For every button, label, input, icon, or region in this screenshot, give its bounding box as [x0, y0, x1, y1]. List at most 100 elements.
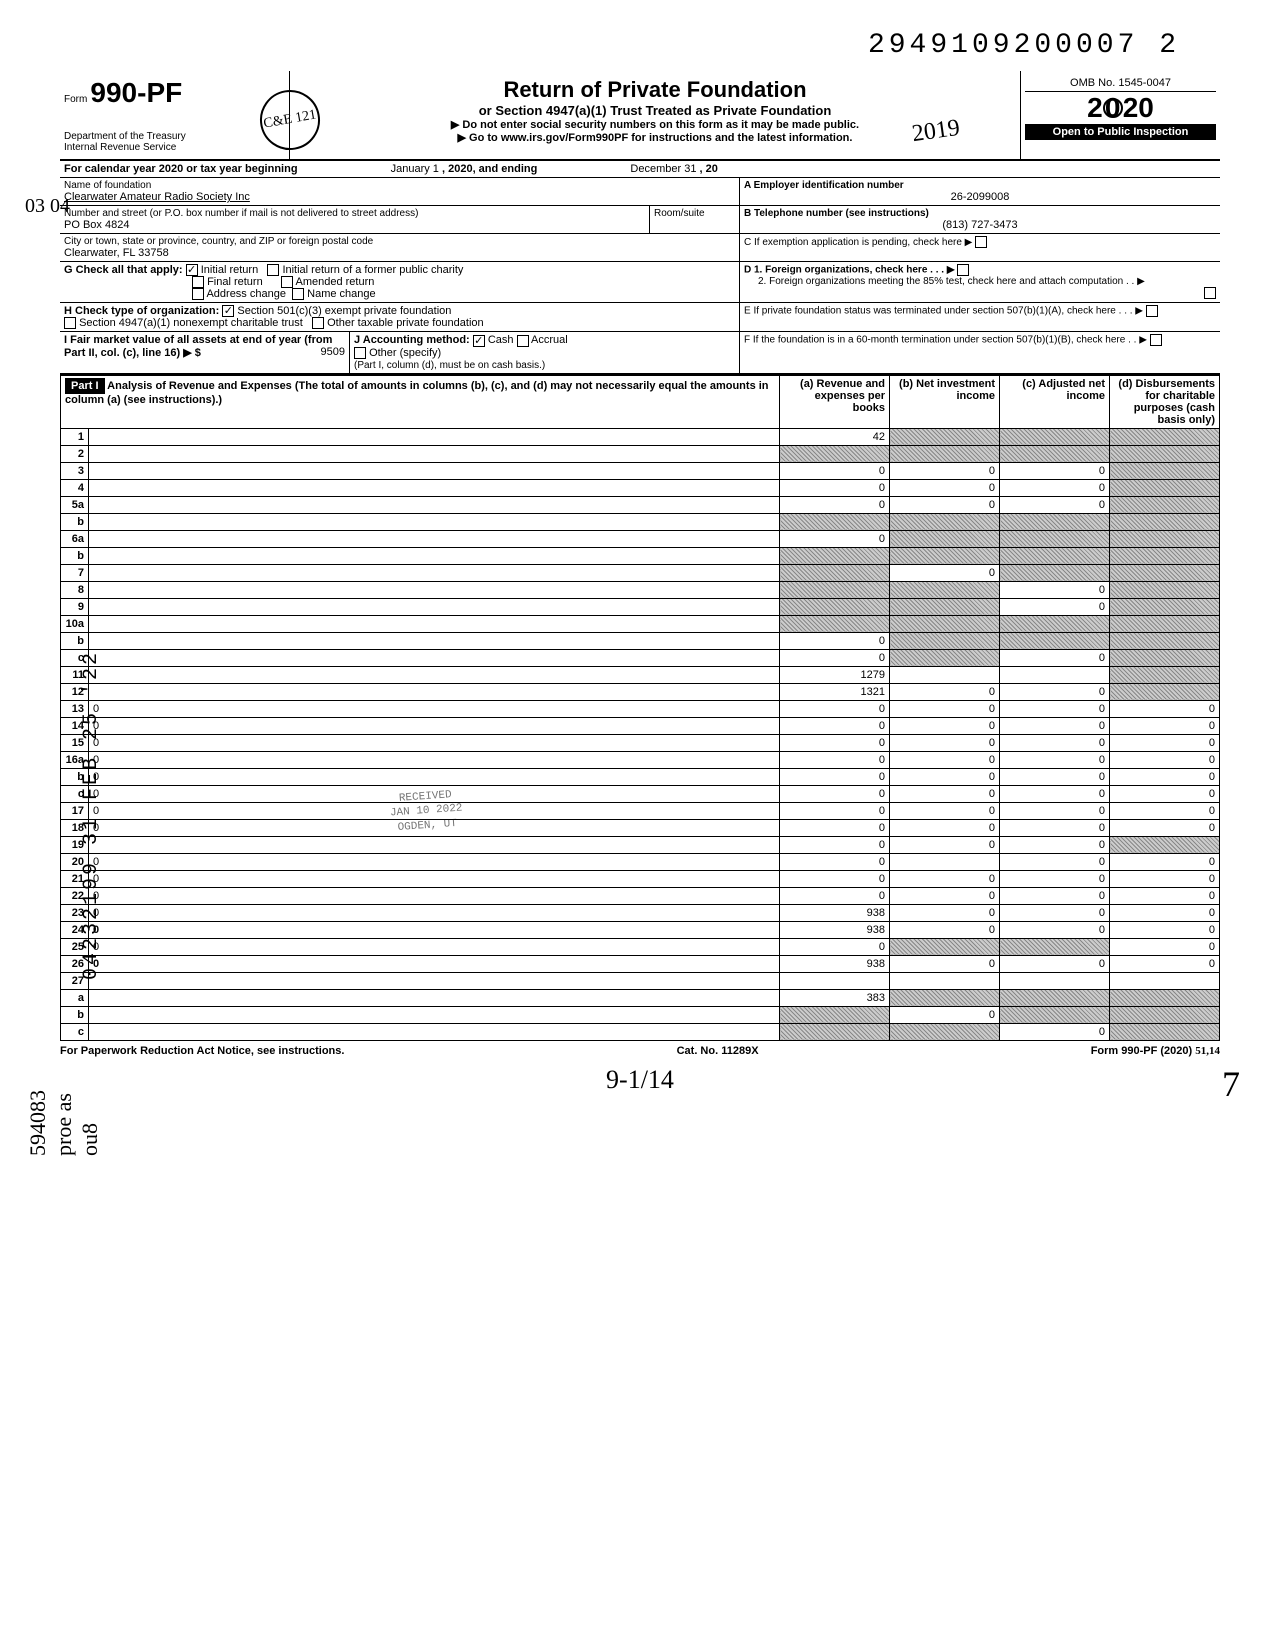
- part1-header-row: Part I Analysis of Revenue and Expenses …: [61, 375, 1220, 428]
- table-row: 1400000: [61, 717, 1220, 734]
- city-c-row: City or town, state or province, country…: [60, 234, 1220, 262]
- j-chk-0[interactable]: ✓: [473, 335, 485, 347]
- row-num: 5a: [61, 496, 89, 513]
- d2-checkbox[interactable]: [1204, 287, 1216, 299]
- g-chk-5[interactable]: [292, 288, 304, 300]
- c-checkbox[interactable]: [975, 236, 987, 248]
- h-label: H Check type of organization:: [64, 305, 219, 317]
- table-row: 12132100: [61, 683, 1220, 700]
- row-val: [890, 547, 1000, 564]
- row-val: 0: [890, 564, 1000, 581]
- row-val: 0: [890, 751, 1000, 768]
- row-val: [1110, 683, 1220, 700]
- row-val: 0: [1000, 717, 1110, 734]
- row-desc: 0: [89, 921, 780, 938]
- row-val: [1000, 513, 1110, 530]
- e-checkbox[interactable]: [1146, 305, 1158, 317]
- table-row: 80: [61, 581, 1220, 598]
- table-row: 1800000: [61, 819, 1220, 836]
- c-label: C If exemption application is pending, c…: [744, 237, 972, 248]
- row-val: 0: [780, 751, 890, 768]
- j-chk-2[interactable]: [354, 347, 366, 359]
- g-chk-0[interactable]: ✓: [186, 264, 198, 276]
- row-val: 383: [780, 989, 890, 1006]
- j-label: J Accounting method:: [354, 334, 470, 346]
- row-val: [1110, 972, 1220, 989]
- row-desc: 0: [89, 768, 780, 785]
- row-val: 0: [1110, 938, 1220, 955]
- row-desc: [89, 836, 780, 853]
- addr-tel-row: Number and street (or P.O. box number if…: [60, 206, 1220, 234]
- row-val: 0: [1000, 649, 1110, 666]
- row-desc: [89, 496, 780, 513]
- g-chk-2[interactable]: [192, 288, 204, 300]
- row-val: [890, 530, 1000, 547]
- row-val: 0: [890, 785, 1000, 802]
- row-desc: [89, 547, 780, 564]
- row-desc: [89, 1006, 780, 1023]
- stamp-number: 2949109200007 2: [60, 30, 1180, 61]
- g-d-row: G Check all that apply: ✓ Initial return…: [60, 262, 1220, 303]
- h-chk-0[interactable]: ✓: [222, 305, 234, 317]
- row-val: 0: [780, 717, 890, 734]
- row-val: 0: [890, 700, 1000, 717]
- row-val: [890, 445, 1000, 462]
- g-opt-2: Address change: [206, 288, 286, 300]
- row-desc: 0: [89, 717, 780, 734]
- ein-label: A Employer identification number: [744, 180, 904, 191]
- row-val: [780, 972, 890, 989]
- row-val: 0: [780, 462, 890, 479]
- tax-year: 2020: [1025, 92, 1216, 124]
- row-val: 0: [1110, 785, 1220, 802]
- h-chk-2[interactable]: [312, 317, 324, 329]
- row-val: [780, 564, 890, 581]
- row-val: [780, 598, 890, 615]
- g-chk-4[interactable]: [281, 276, 293, 288]
- row-val: 0: [1000, 904, 1110, 921]
- addr-label: Number and street (or P.O. box number if…: [64, 208, 645, 219]
- tel-label: B Telephone number (see instructions): [744, 208, 929, 219]
- table-row: 1300000: [61, 700, 1220, 717]
- row-val: 0: [1000, 887, 1110, 904]
- row-desc: 0: [89, 700, 780, 717]
- row-val: [780, 513, 890, 530]
- row-desc: 0: [89, 819, 780, 836]
- g-chk-3[interactable]: [267, 264, 279, 276]
- row-val: [1000, 989, 1110, 1006]
- row-desc: 0: [89, 751, 780, 768]
- cal-line: For calendar year 2020 or tax year begin…: [64, 163, 298, 175]
- h-chk-1[interactable]: [64, 317, 76, 329]
- row-val: 0: [890, 836, 1000, 853]
- row-val: 0: [1000, 751, 1110, 768]
- row-val: 938: [780, 955, 890, 972]
- row-val: [1110, 445, 1220, 462]
- ein: 26-2099008: [744, 191, 1216, 203]
- row-val: [780, 1006, 890, 1023]
- f-checkbox[interactable]: [1150, 334, 1162, 346]
- row-val: 1321: [780, 683, 890, 700]
- col-d: (d) Disbursements for charitable purpose…: [1110, 375, 1220, 428]
- form-prefix: Form: [64, 94, 87, 105]
- j-chk-1[interactable]: [517, 335, 529, 347]
- row-num: b: [61, 632, 89, 649]
- row-desc: [89, 683, 780, 700]
- part1-title: Analysis of Revenue and Expenses (The to…: [65, 380, 769, 406]
- row-num: 7: [61, 564, 89, 581]
- row-val: 0: [890, 904, 1000, 921]
- row-val: [1110, 615, 1220, 632]
- row-val: 0: [1000, 853, 1110, 870]
- row-desc: 0: [89, 870, 780, 887]
- g-chk-1[interactable]: [192, 276, 204, 288]
- row-val: [890, 428, 1000, 445]
- part1-label: Part I: [65, 378, 105, 394]
- table-row: c00000: [61, 785, 1220, 802]
- form-instr1: ▶ Do not enter social security numbers o…: [298, 118, 1012, 131]
- hand-initials: 03 04: [25, 195, 70, 218]
- hand-side-1: 594083 proe as ou8: [25, 1090, 103, 1156]
- row-val: 0: [1110, 734, 1220, 751]
- row-val: [1000, 666, 1110, 683]
- row-val: 0: [780, 479, 890, 496]
- row-val: 0: [890, 496, 1000, 513]
- row-val: [1000, 615, 1110, 632]
- d1-checkbox[interactable]: [957, 264, 969, 276]
